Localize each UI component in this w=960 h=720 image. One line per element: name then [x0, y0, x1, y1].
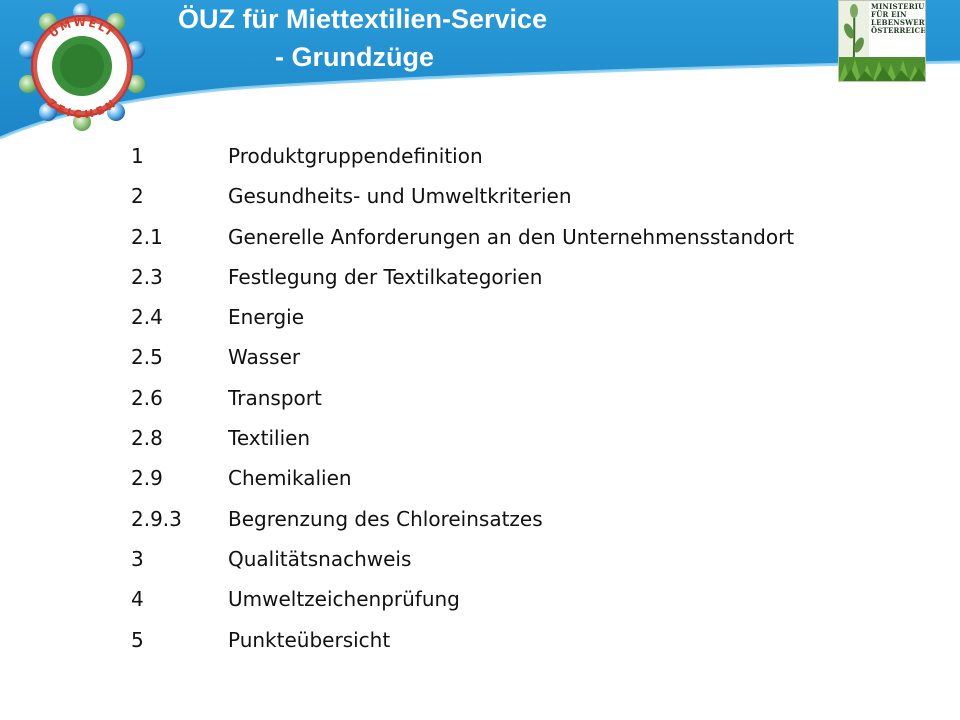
toc-item: 2.6 Transport [131, 383, 794, 423]
toc-item-number: 2.6 [131, 385, 163, 410]
table-of-contents: 1 Produktgruppendefinition 2 Gesundheits- … [131, 141, 794, 665]
umweltzeichen-logo-icon: UMWELT ZEICHEN [19, 3, 145, 131]
toc-item-number: 2.1 [131, 224, 163, 249]
toc-item-label: Wasser [228, 345, 301, 370]
toc-item-number: 2 [131, 184, 144, 209]
grass-icon [839, 57, 925, 81]
toc-item: 4 Umweltzeichenprüfung [131, 584, 794, 624]
toc-item: 3 Qualitätsnachweis [131, 544, 794, 584]
toc-item-number: 4 [131, 587, 144, 612]
toc-item-label: Produktgruppendefinition [228, 144, 483, 168]
toc-item-label: Transport [228, 385, 322, 410]
toc-item: 2.1 Generelle Anforderungen an den Untern… [131, 222, 794, 262]
title-line-1: ÖUZ für Miettextilien-Service [178, 4, 548, 34]
ministry-name: MINISTERIUM FÜR EIN LEBENSWERTES ÖSTERRE… [871, 2, 926, 35]
title-line-2: - Grundzüge [275, 42, 434, 72]
toc-item-label: Festlegung der Textilkategorien [228, 264, 543, 289]
ministry-line: FÜR EIN [871, 10, 907, 19]
toc-item-number: 2.9.3 [131, 506, 182, 531]
slide-header: ÖUZ für Miettextilien-Service - Grundzüg… [0, 0, 960, 150]
toc-item-label: Energie [228, 305, 305, 330]
toc-item: 2.5 Wasser [131, 342, 794, 382]
toc-item: 5 Punkteübersicht [131, 625, 794, 665]
toc-item-number: 1 [131, 144, 144, 168]
toc-item: 2.9 Chemikalien [131, 463, 794, 503]
toc-item-label: Generelle Anforderungen an den Unternehm… [228, 224, 795, 249]
toc-item-number: 2.3 [131, 264, 163, 289]
toc-item-label: Chemikalien [228, 466, 352, 491]
umweltzeichen-logo: UMWELT ZEICHEN [12, 0, 152, 132]
toc-item: 2.4 Energie [131, 302, 794, 342]
toc-item-label: Umweltzeichenprüfung [228, 587, 460, 612]
ministry-line: MINISTERIUM [871, 2, 925, 11]
toc-item-label: Qualitätsnachweis [228, 546, 412, 571]
toc-item-label: Punkteübersicht [228, 627, 391, 652]
toc-item: 2.9.3 Begrenzung des Chloreinsatzes [131, 504, 794, 544]
toc-item-number: 2.9 [131, 466, 163, 491]
toc-item-number: 2.5 [131, 345, 163, 370]
toc-item: 1 Produktgruppendefinition [131, 141, 794, 181]
ministry-line: LEBENSWERTES [871, 18, 925, 27]
toc-item-number: 2.4 [131, 305, 163, 330]
ministry-line: ÖSTERREICH [871, 26, 926, 35]
toc-item-number: 5 [131, 627, 144, 652]
toc-item: 2 Gesundheits- und Umweltkriterien [131, 181, 794, 221]
toc-item: 2.8 Textilien [131, 423, 794, 463]
toc-item-label: Gesundheits- und Umweltkriterien [228, 184, 572, 209]
ministry-logo: MINISTERIUM FÜR EIN LEBENSWERTES ÖSTERRE… [838, 0, 926, 82]
toc-item-label: Textilien [228, 426, 311, 451]
toc-item: 2.3 Festlegung der Textilkategorien [131, 262, 794, 302]
toc-item-label: Begrenzung des Chloreinsatzes [228, 506, 543, 531]
toc-item-number: 2.8 [131, 426, 163, 451]
toc-item-number: 3 [131, 546, 144, 571]
